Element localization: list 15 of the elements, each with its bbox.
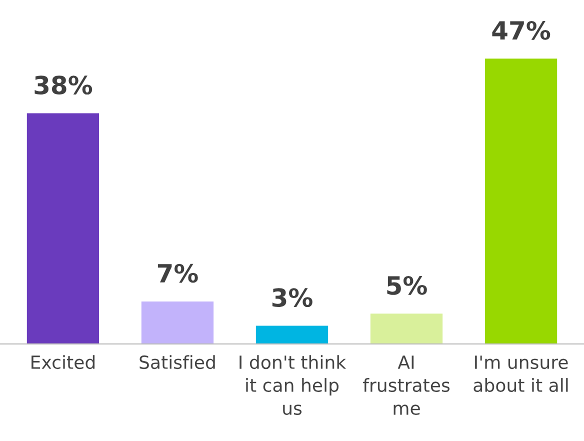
data-label: 38% — [34, 76, 92, 95]
x-tick-label: Satisfied — [140, 355, 215, 370]
bar — [370, 314, 443, 344]
x-tick-label: AI frustrates me — [363, 356, 450, 415]
data-label: 7% — [158, 264, 198, 283]
data-label: 3% — [272, 288, 312, 308]
bar — [256, 326, 328, 344]
data-label: 5% — [387, 276, 427, 295]
bar — [484, 58, 558, 344]
bar — [141, 301, 214, 344]
x-tick-label: I'm unsure about it all — [474, 356, 568, 392]
data-label: 47% — [492, 20, 550, 40]
x-tick-label: Excited — [32, 355, 95, 370]
bar — [26, 113, 100, 344]
x-tick-label: I don't think it can help us — [240, 355, 346, 415]
